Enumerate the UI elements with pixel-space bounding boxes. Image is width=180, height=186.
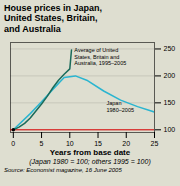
svg-text:150: 150 xyxy=(164,99,176,106)
html-text:(Japan 1980 = 100; others 1995: (Japan 1980 = 100; others 1995 = 100) xyxy=(29,157,151,165)
svg-text:250: 250 xyxy=(164,45,176,52)
svg-text:Japan1980–2005: Japan1980–2005 xyxy=(107,100,135,112)
html-text:Years from base date: Years from base date xyxy=(49,148,131,157)
svg-text:0: 0 xyxy=(11,141,15,148)
svg-text:20: 20 xyxy=(122,141,130,148)
svg-text:15: 15 xyxy=(94,141,102,148)
svg-text:25: 25 xyxy=(151,141,159,148)
svg-text:Average of UnitedStates, Brita: Average of UnitedStates, Britain andAust… xyxy=(74,47,126,66)
svg-text:100: 100 xyxy=(164,126,176,133)
svg-text:5: 5 xyxy=(40,141,44,148)
svg-text:200: 200 xyxy=(164,72,176,79)
svg-text:10: 10 xyxy=(66,141,74,148)
html-text:House prices in Japan, United: House prices in Japan, United States, Br… xyxy=(4,3,102,34)
html-text:Source: Economist magazine, 16: Source: Economist magazine, 16 June 2005 xyxy=(4,167,122,173)
